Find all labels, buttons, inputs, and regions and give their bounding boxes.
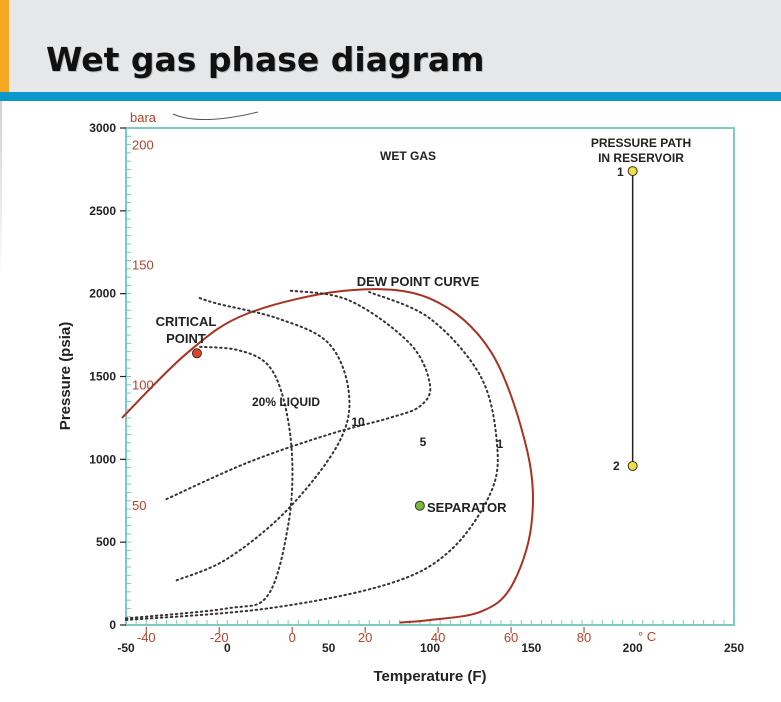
title-rule: [0, 92, 781, 101]
y-tick-label: 2500: [89, 204, 116, 218]
bara-tick-label: 100: [132, 378, 154, 393]
critical-point-label-line2: POINT: [166, 331, 206, 346]
celsius-tick-label: 80: [577, 630, 591, 645]
y-tick-label: 2000: [89, 287, 116, 301]
accent-tab: [0, 0, 9, 96]
quality-line-5: [165, 289, 432, 501]
liquid-10-label: 10: [351, 415, 365, 429]
celsius-unit-label: ° C: [638, 629, 656, 644]
celsius-tick-label: 0: [289, 630, 296, 645]
path-point-2-marker: [627, 460, 638, 471]
pressure-path-label-line1: PRESSURE PATH: [591, 136, 691, 150]
x-tick-label: 150: [521, 641, 541, 655]
left-edge-shade: [0, 101, 2, 281]
x-tick-label: -50: [117, 641, 135, 655]
celsius-tick-label: -40: [137, 630, 156, 645]
liquid-1-label: 1: [497, 437, 504, 451]
path-point-2-label: 2: [613, 459, 620, 473]
bara-tick-labels: 50 100 150 200: [132, 137, 154, 512]
dew-point-curve: [121, 288, 534, 624]
quality-line-20liquid: [125, 345, 294, 620]
decorative-stroke: [172, 111, 259, 120]
phase-curves: [121, 288, 534, 624]
bara-tick-label: 150: [132, 258, 154, 273]
x-tick-label: 50: [322, 641, 336, 655]
y-axis-title: Pressure (psia): [57, 322, 74, 430]
celsius-tick-label: -20: [210, 630, 229, 645]
title-band: [0, 0, 781, 92]
y-tick-label: 500: [96, 535, 116, 549]
x-tick-labels: -50 0 50 100 150 200 250: [117, 641, 744, 655]
y-tick-label: 0: [109, 618, 116, 632]
y-tick-label: 1000: [89, 452, 116, 466]
critical-point-label-line1: CRITICAL: [156, 314, 217, 329]
celsius-tick-label: 20: [358, 630, 372, 645]
path-point-1-label: 1: [617, 165, 624, 179]
y-tick-labels: 0 500 1000 1500 2000 2500 3000: [89, 121, 126, 632]
y-tick-label: 1500: [89, 370, 116, 384]
dew-point-curve-label: DEW POINT CURVE: [357, 274, 480, 289]
liquid-20-label: 20% LIQUID: [252, 395, 320, 409]
separator-marker: [414, 500, 425, 511]
bara-unit-label: bara: [130, 110, 157, 125]
x-tick-label: 250: [724, 641, 744, 655]
critical-point-marker: [191, 348, 202, 359]
celsius-tick-label: 60: [504, 630, 518, 645]
y-tick-label: 3000: [89, 121, 116, 135]
plot-frame: [125, 127, 735, 626]
bara-tick-label: 200: [132, 137, 154, 152]
celsius-tick-labels: -40 -20 0 20 40 60 80: [137, 627, 591, 645]
pressure-path-label-line2: IN RESERVOIR: [598, 151, 684, 165]
point-markers: [191, 166, 638, 511]
x-tick-label: 0: [224, 641, 231, 655]
x-tick-label: 200: [623, 641, 643, 655]
celsius-tick-label: 40: [431, 630, 445, 645]
page-title: Wet gas phase diagram: [46, 40, 485, 79]
x-axis-title: Temperature (F): [373, 668, 486, 685]
bara-tick-label: 50: [132, 498, 146, 513]
liquid-5-label: 5: [420, 435, 427, 449]
path-point-1-marker: [627, 166, 638, 177]
separator-label: SEPARATOR: [427, 500, 507, 515]
quality-line-10: [175, 296, 351, 582]
quality-line-1: [125, 291, 499, 621]
wet-gas-label: WET GAS: [380, 149, 436, 163]
minor-ticks: [125, 127, 735, 626]
x-tick-label: 100: [420, 641, 440, 655]
